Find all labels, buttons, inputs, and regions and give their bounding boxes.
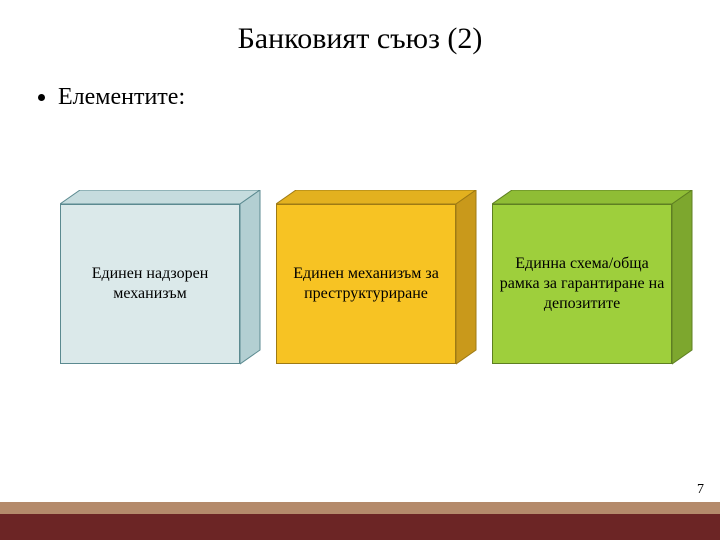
box-3d: Единна схема/обща рамка за гарантиране н… — [492, 190, 692, 364]
box-side-face — [240, 190, 261, 365]
page-title: Банковият съюз (2) — [0, 0, 720, 56]
box-3d: Единен механизъм за преструктуриране — [276, 190, 476, 364]
page-number: 7 — [697, 482, 704, 498]
box-front-face: Единна схема/обща рамка за гарантиране н… — [492, 204, 672, 364]
box-side-face — [456, 190, 477, 365]
box-label: Единен механизъм за преструктуриране — [283, 264, 449, 304]
footer-bar-top — [0, 502, 720, 514]
box-front-face: Единен надзорен механизъм — [60, 204, 240, 364]
box-side-face — [672, 190, 693, 365]
box-label: Единен надзорен механизъм — [67, 264, 233, 304]
slide: Банковият съюз (2) Елементите: Единен на… — [0, 0, 720, 540]
box-top-face — [276, 190, 476, 205]
box-3d: Единен надзорен механизъм — [60, 190, 260, 364]
footer-bar-bottom — [0, 514, 720, 540]
box-front-face: Единен механизъм за преструктуриране — [276, 204, 456, 364]
box-top-face — [492, 190, 692, 205]
footer — [0, 502, 720, 540]
bullet-item: Елементите: — [58, 84, 720, 111]
box-top-face — [60, 190, 260, 205]
bullet-list: Елементите: — [0, 56, 720, 111]
box-label: Единна схема/обща рамка за гарантиране н… — [499, 254, 665, 314]
